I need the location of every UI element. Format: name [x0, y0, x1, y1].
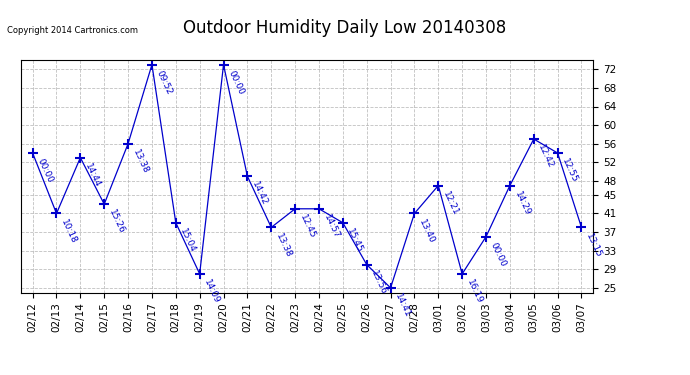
Text: 13:40: 13:40: [417, 217, 436, 245]
Text: 15:26: 15:26: [107, 209, 126, 236]
Text: 13:15: 13:15: [584, 232, 603, 259]
Text: 13:56: 13:56: [369, 269, 388, 296]
Text: 00:00: 00:00: [489, 241, 508, 268]
Text: 13:38: 13:38: [274, 232, 293, 259]
Text: 14:09: 14:09: [202, 278, 221, 305]
Text: 12:42: 12:42: [537, 143, 555, 170]
Text: 15:04: 15:04: [179, 227, 197, 254]
Text: 14:44: 14:44: [83, 162, 102, 189]
Text: 16:19: 16:19: [465, 278, 484, 305]
Text: 14:57: 14:57: [322, 213, 341, 240]
Text: 14:29: 14:29: [513, 190, 532, 217]
Text: 14:42: 14:42: [250, 180, 269, 207]
Text: 00:00: 00:00: [226, 69, 246, 96]
Text: 12:21: 12:21: [441, 190, 460, 217]
Text: 00:00: 00:00: [35, 157, 55, 184]
Text: Outdoor Humidity Daily Low 20140308: Outdoor Humidity Daily Low 20140308: [184, 19, 506, 37]
Text: 12:45: 12:45: [298, 213, 317, 240]
Text: 13:38: 13:38: [131, 148, 150, 175]
Text: 10:18: 10:18: [59, 217, 79, 245]
Text: 12:55: 12:55: [560, 157, 580, 184]
Text: Copyright 2014 Cartronics.com: Copyright 2014 Cartronics.com: [7, 26, 138, 35]
Text: 09:52: 09:52: [155, 69, 174, 96]
Text: 14:41: 14:41: [393, 292, 413, 319]
Text: Humidity  (%): Humidity (%): [510, 37, 591, 47]
Text: 15:45: 15:45: [346, 227, 364, 254]
